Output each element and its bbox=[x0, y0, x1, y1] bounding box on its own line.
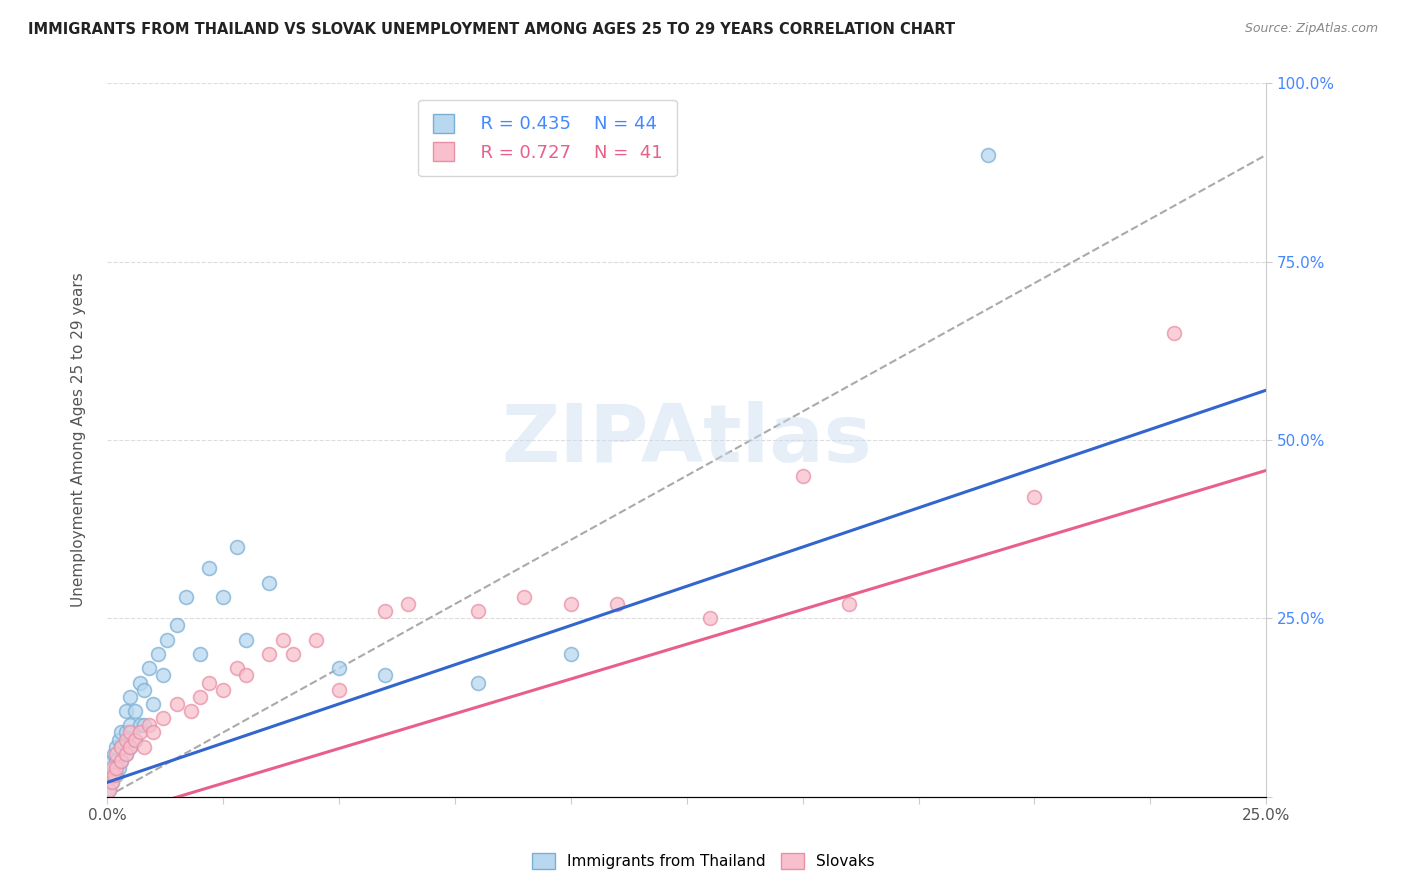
Point bbox=[152, 711, 174, 725]
Point bbox=[188, 647, 211, 661]
Point bbox=[699, 611, 721, 625]
Point bbox=[100, 761, 122, 775]
Point bbox=[105, 739, 128, 754]
Point bbox=[259, 647, 281, 661]
Point bbox=[198, 561, 221, 575]
Point bbox=[513, 590, 536, 604]
Point bbox=[146, 647, 169, 661]
Point bbox=[128, 725, 150, 739]
Point bbox=[374, 604, 396, 618]
Point bbox=[259, 575, 281, 590]
Y-axis label: Unemployment Among Ages 25 to 29 years: Unemployment Among Ages 25 to 29 years bbox=[72, 273, 86, 607]
Point bbox=[226, 661, 249, 675]
Point bbox=[838, 597, 860, 611]
Point bbox=[107, 732, 129, 747]
Text: Source: ZipAtlas.com: Source: ZipAtlas.com bbox=[1244, 22, 1378, 36]
Point bbox=[105, 754, 128, 768]
Point bbox=[100, 775, 122, 789]
Point bbox=[98, 782, 121, 797]
Point bbox=[166, 618, 188, 632]
Point bbox=[114, 725, 136, 739]
Point bbox=[212, 590, 235, 604]
Legend: Immigrants from Thailand, Slovaks: Immigrants from Thailand, Slovaks bbox=[526, 847, 880, 875]
Point bbox=[103, 747, 125, 761]
Point bbox=[107, 761, 129, 775]
Point bbox=[226, 540, 249, 554]
Point bbox=[134, 739, 156, 754]
Point bbox=[120, 690, 142, 704]
Point bbox=[110, 739, 132, 754]
Point bbox=[152, 668, 174, 682]
Point bbox=[120, 739, 142, 754]
Point bbox=[120, 739, 142, 754]
Point bbox=[606, 597, 628, 611]
Point bbox=[128, 718, 150, 732]
Point bbox=[467, 675, 489, 690]
Point bbox=[1024, 490, 1046, 504]
Point bbox=[188, 690, 211, 704]
Point bbox=[110, 739, 132, 754]
Point bbox=[166, 697, 188, 711]
Point bbox=[114, 732, 136, 747]
Point bbox=[114, 747, 136, 761]
Point bbox=[1163, 326, 1185, 340]
Point bbox=[110, 754, 132, 768]
Point bbox=[271, 632, 294, 647]
Point bbox=[142, 697, 165, 711]
Point bbox=[110, 725, 132, 739]
Point bbox=[235, 632, 257, 647]
Point bbox=[110, 754, 132, 768]
Point bbox=[120, 718, 142, 732]
Point bbox=[328, 661, 350, 675]
Point bbox=[467, 604, 489, 618]
Point bbox=[124, 732, 146, 747]
Point bbox=[114, 704, 136, 718]
Point bbox=[114, 747, 136, 761]
Point bbox=[105, 747, 128, 761]
Point bbox=[105, 761, 128, 775]
Point bbox=[134, 718, 156, 732]
Point bbox=[180, 704, 202, 718]
Text: ZIPAtlas: ZIPAtlas bbox=[502, 401, 872, 479]
Point bbox=[134, 682, 156, 697]
Point bbox=[792, 468, 814, 483]
Point bbox=[156, 632, 179, 647]
Point bbox=[120, 725, 142, 739]
Point bbox=[128, 675, 150, 690]
Point bbox=[138, 661, 160, 675]
Point bbox=[174, 590, 197, 604]
Point bbox=[105, 768, 128, 782]
Point bbox=[100, 754, 122, 768]
Text: IMMIGRANTS FROM THAILAND VS SLOVAK UNEMPLOYMENT AMONG AGES 25 TO 29 YEARS CORREL: IMMIGRANTS FROM THAILAND VS SLOVAK UNEMP… bbox=[28, 22, 955, 37]
Point bbox=[124, 704, 146, 718]
Point bbox=[138, 718, 160, 732]
Point bbox=[560, 597, 582, 611]
Point bbox=[281, 647, 304, 661]
Point bbox=[100, 768, 122, 782]
Point bbox=[235, 668, 257, 682]
Point bbox=[398, 597, 420, 611]
Point bbox=[305, 632, 328, 647]
Point bbox=[328, 682, 350, 697]
Legend:   R = 0.435    N = 44,   R = 0.727    N =  41: R = 0.435 N = 44, R = 0.727 N = 41 bbox=[418, 100, 676, 177]
Point bbox=[977, 148, 1000, 162]
Point bbox=[98, 782, 121, 797]
Point bbox=[100, 775, 122, 789]
Point bbox=[124, 732, 146, 747]
Point bbox=[212, 682, 235, 697]
Point bbox=[103, 768, 125, 782]
Point bbox=[142, 725, 165, 739]
Point bbox=[374, 668, 396, 682]
Point bbox=[103, 761, 125, 775]
Point bbox=[198, 675, 221, 690]
Point bbox=[560, 647, 582, 661]
